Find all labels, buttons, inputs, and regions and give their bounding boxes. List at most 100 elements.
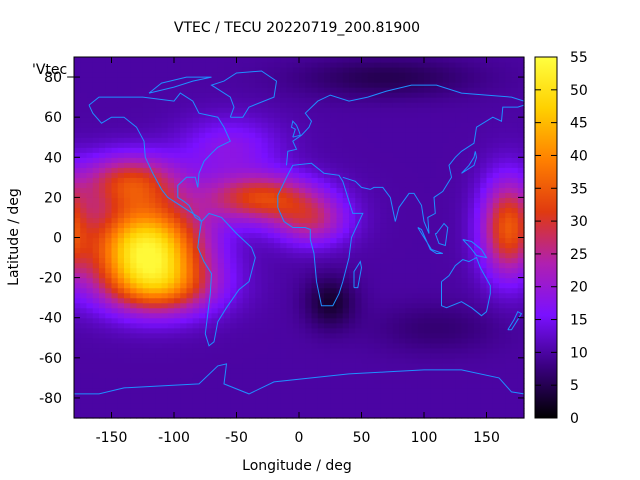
heatmap-cell (99, 397, 106, 404)
heatmap-cell (117, 322, 125, 329)
heatmap-cell (349, 132, 356, 138)
heatmap-cell (149, 322, 156, 329)
heatmap-cell (292, 182, 300, 188)
heatmap-cell (461, 182, 469, 188)
heatmap-cell (286, 317, 294, 324)
heatmap-cell (417, 407, 425, 414)
heatmap-cell (411, 57, 419, 63)
heatmap-cell (361, 182, 369, 188)
heatmap-cell (399, 407, 406, 414)
heatmap-cell (336, 157, 344, 163)
heatmap-cell (286, 232, 294, 239)
heatmap-cell (136, 412, 144, 419)
heatmap-cell (242, 187, 250, 193)
heatmap-cell (380, 292, 388, 299)
heatmap-cell (380, 102, 388, 108)
heatmap-cell (405, 357, 413, 364)
heatmap-cell (367, 97, 375, 103)
heatmap-cell (405, 137, 413, 143)
heatmap-cell (499, 292, 506, 299)
heatmap-cell (149, 372, 156, 379)
heatmap-cell (342, 297, 350, 304)
heatmap-cell (274, 207, 281, 214)
heatmap-cell (442, 402, 450, 409)
heatmap-cell (105, 317, 113, 324)
heatmap-cell (205, 362, 213, 369)
heatmap-cell (117, 307, 125, 314)
heatmap-cell (180, 317, 188, 324)
heatmap-cell (449, 177, 456, 183)
heatmap-cell (130, 112, 138, 118)
heatmap-cell (124, 407, 131, 414)
heatmap-cell (299, 412, 306, 419)
heatmap-cell (167, 127, 175, 133)
heatmap-cell (386, 122, 394, 128)
heatmap-cell (386, 57, 394, 63)
heatmap-cell (342, 242, 350, 249)
heatmap-cell (167, 162, 175, 168)
heatmap-cell (199, 67, 206, 73)
heatmap-cell (380, 127, 388, 133)
heatmap-cell (355, 272, 363, 279)
heatmap-cell (86, 322, 94, 329)
heatmap-cell (161, 187, 169, 193)
heatmap-cell (292, 217, 300, 224)
heatmap-cell (86, 267, 94, 274)
heatmap-cell (449, 242, 456, 249)
heatmap-cell (411, 217, 419, 224)
heatmap-cell (80, 402, 88, 409)
heatmap-cell (411, 142, 419, 148)
heatmap-cell (374, 182, 381, 188)
heatmap-cell (355, 327, 363, 334)
heatmap-cell (261, 62, 269, 68)
heatmap-cell (136, 82, 144, 88)
heatmap-cell (449, 307, 456, 314)
heatmap-cell (180, 137, 188, 143)
heatmap-cell (349, 342, 356, 349)
heatmap-cell (405, 127, 413, 133)
heatmap-cell (474, 397, 481, 404)
heatmap-cell (374, 382, 381, 389)
heatmap-cell (399, 142, 406, 148)
heatmap-cell (199, 347, 206, 354)
heatmap-cell (255, 352, 263, 359)
heatmap-cell (155, 62, 163, 68)
heatmap-cell (336, 92, 344, 98)
heatmap-cell (317, 212, 325, 219)
heatmap-cell (130, 177, 138, 183)
heatmap-cell (105, 197, 113, 203)
heatmap-cell (392, 92, 400, 98)
heatmap-cell (455, 192, 463, 198)
heatmap-cell (436, 287, 444, 294)
heatmap-cell (392, 287, 400, 294)
heatmap-cell (186, 82, 194, 88)
heatmap-cell (249, 232, 256, 239)
heatmap-cell (105, 342, 113, 349)
heatmap-cell (255, 97, 263, 103)
heatmap-cell (217, 262, 225, 269)
heatmap-cell (149, 167, 156, 173)
heatmap-cell (180, 272, 188, 279)
heatmap-cell (242, 162, 250, 168)
heatmap-cell (374, 77, 381, 83)
heatmap-cell (80, 327, 88, 334)
heatmap-cell (374, 87, 381, 93)
heatmap-cell (236, 152, 244, 158)
heatmap-cell (499, 267, 506, 274)
heatmap-cell (417, 117, 425, 123)
heatmap-cell (242, 67, 250, 73)
heatmap-cell (374, 302, 381, 309)
heatmap-cell (292, 392, 300, 399)
heatmap-cell (330, 82, 338, 88)
heatmap-cell (336, 247, 344, 254)
heatmap-cell (361, 317, 369, 324)
heatmap-cell (142, 62, 150, 68)
heatmap-cell (186, 92, 194, 98)
heatmap-cell (367, 117, 375, 123)
heatmap-cell (367, 357, 375, 364)
heatmap-cell (230, 407, 238, 414)
heatmap-cell (424, 312, 431, 319)
heatmap-cell (430, 77, 438, 83)
heatmap-cell (380, 342, 388, 349)
heatmap-cell (311, 387, 319, 394)
